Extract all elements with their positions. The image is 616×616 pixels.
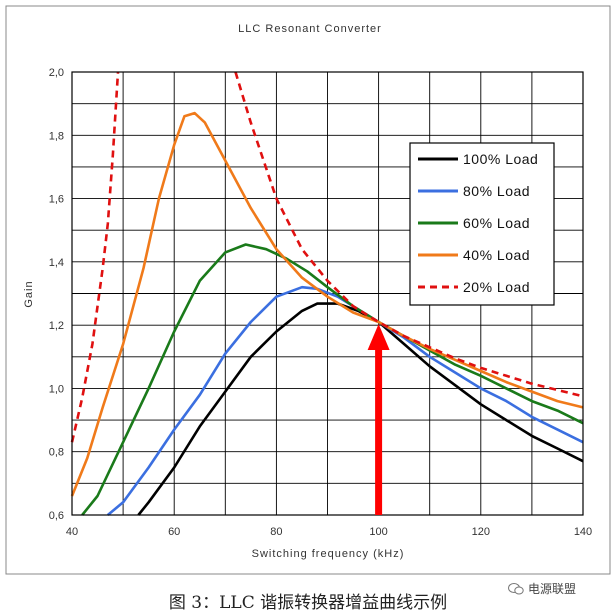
- y-tick-label: 0,8: [49, 447, 64, 459]
- y-tick-label: 1,6: [49, 194, 64, 206]
- x-tick-label: 60: [168, 526, 180, 538]
- x-tick-label: 100: [369, 526, 387, 538]
- x-axis-label: Switching frequency (kHz): [252, 548, 405, 560]
- plot-area-border: [71, 71, 584, 516]
- wechat-icon: [508, 582, 524, 594]
- x-tick-label: 80: [270, 526, 282, 538]
- series-line-0: [137, 302, 584, 516]
- legend-label: 60% Load: [463, 215, 530, 231]
- series-line-4: [70, 71, 120, 443]
- series-line-2: [81, 243, 584, 516]
- y-axis-label: Gain: [23, 280, 35, 307]
- figure-caption: 图 3：LLC 谐振转换器增益曲线示例: [168, 593, 448, 613]
- watermark-text: 电源联盟: [528, 582, 577, 596]
- series-line-5: [234, 71, 584, 398]
- y-tick-label: 1,2: [49, 320, 64, 332]
- series-line-1: [106, 285, 584, 517]
- arrow-annotation: [367, 323, 390, 515]
- x-tick-label: 120: [472, 526, 490, 538]
- arrow-head: [367, 323, 390, 350]
- legend-label: 80% Load: [463, 183, 530, 199]
- x-tick-label: 140: [574, 526, 592, 538]
- y-tick-label: 1,4: [49, 257, 64, 269]
- tick-labels: 40 60 80 100 120 140 0,6 0,8 1,0 1,2 1,4 1,6 1,8 2,0: [49, 67, 592, 538]
- legend-label: 40% Load: [463, 247, 530, 263]
- x-tick-label: 40: [66, 526, 78, 538]
- chart-title: LLC Resonant Converter: [238, 23, 382, 35]
- legend-label: 100% Load: [463, 151, 538, 167]
- legend-label: 20% Load: [463, 279, 530, 295]
- legend: 100% Load 80% Load 60% Load 40% Load 20% Loa…: [409, 142, 555, 306]
- y-tick-label: 1,8: [49, 130, 64, 142]
- series-line-3: [70, 111, 584, 497]
- y-tick-label: 2,0: [49, 67, 64, 79]
- watermark: 电源联盟: [508, 580, 576, 597]
- series-lines: [70, 71, 584, 517]
- y-tick-label: 0,6: [49, 510, 64, 522]
- y-tick-label: 1,0: [49, 383, 64, 395]
